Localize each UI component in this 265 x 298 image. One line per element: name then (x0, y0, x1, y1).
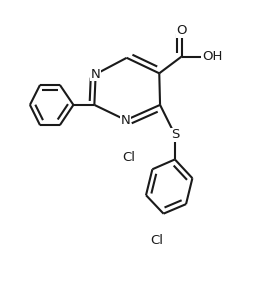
Text: N: N (121, 114, 131, 127)
Text: Cl: Cl (122, 150, 136, 164)
Text: O: O (176, 24, 187, 37)
Text: Cl: Cl (151, 234, 164, 247)
Text: N: N (91, 68, 100, 81)
Text: S: S (171, 128, 179, 141)
Text: OH: OH (203, 50, 223, 63)
